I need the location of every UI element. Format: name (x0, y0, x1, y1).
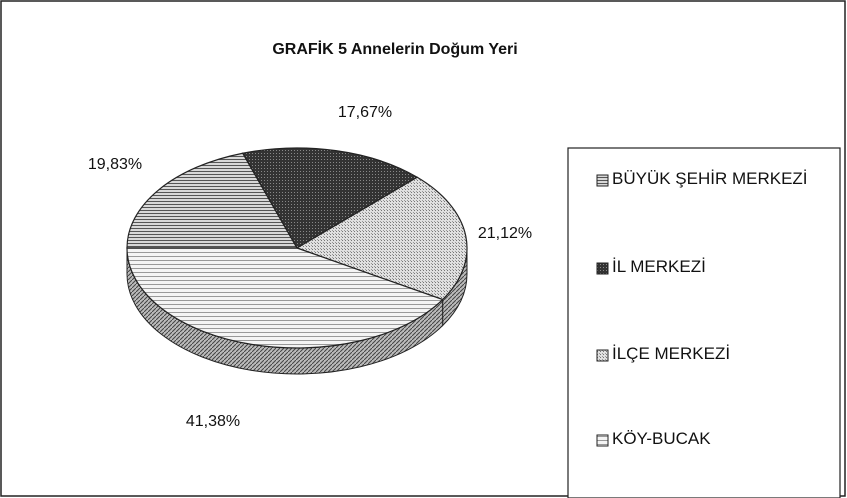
data-label: 41,38% (186, 413, 240, 430)
slice (241, 147, 419, 249)
data-label: 19,83% (88, 156, 142, 173)
slice (126, 152, 299, 249)
legend-label: KÖY-BUCAK (612, 429, 711, 448)
legend-swatch (596, 434, 609, 447)
data-label: 17,67% (338, 104, 392, 121)
legend-label: BÜYÜK ŞEHİR MERKEZİ (612, 169, 808, 188)
legend-swatch (596, 174, 609, 187)
slice (295, 176, 468, 301)
legend-label: İLÇE MERKEZİ (612, 344, 731, 363)
chart-title: GRAFİK 5 Annelerin Doğum Yeri (272, 40, 517, 58)
data-label: 21,12% (478, 225, 532, 242)
legend-swatch (596, 349, 609, 362)
legend-box (567, 147, 841, 498)
slice (126, 247, 444, 349)
legend-label: İL MERKEZİ (612, 257, 706, 276)
legend-swatch (596, 262, 609, 275)
